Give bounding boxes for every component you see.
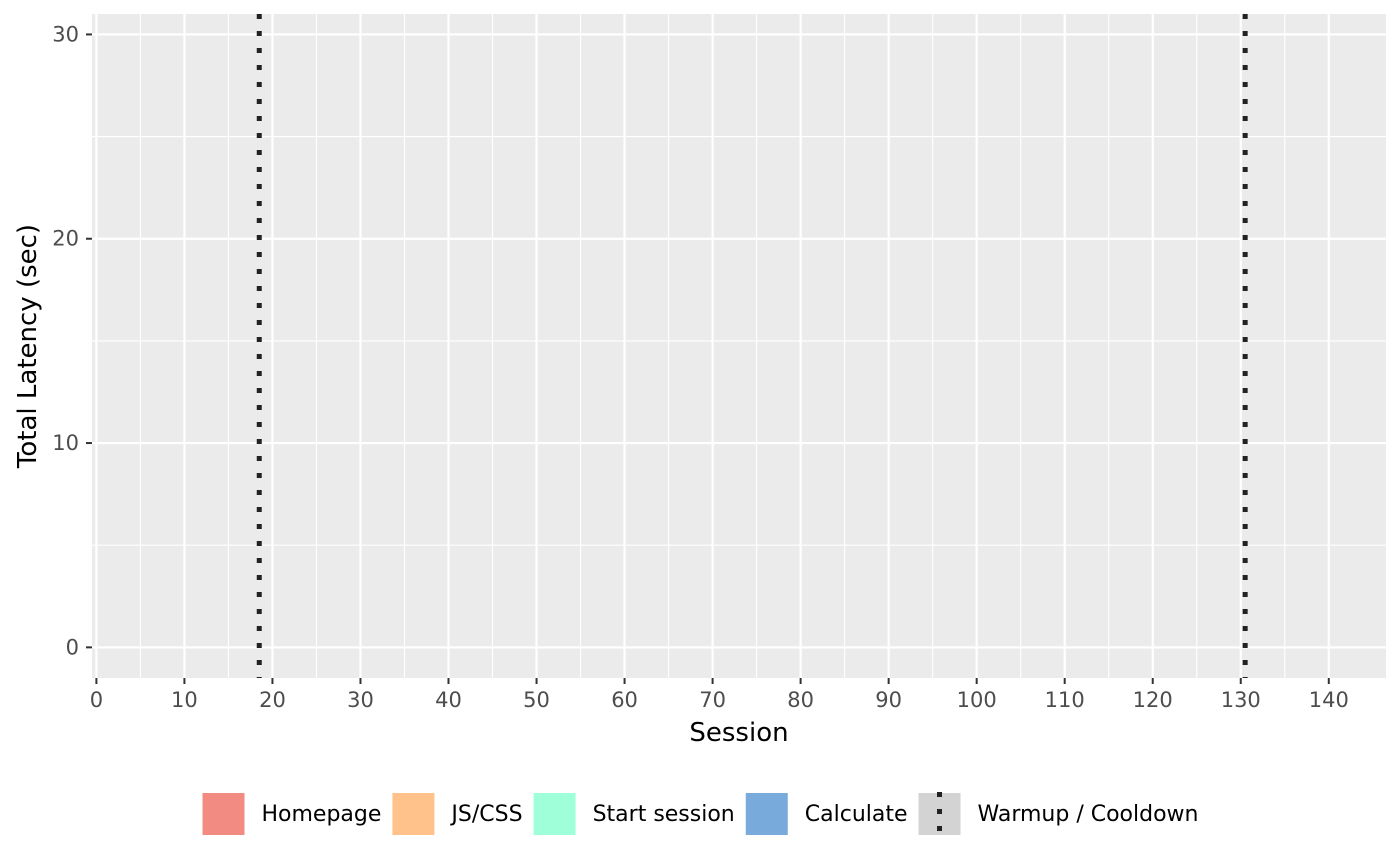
x-axis-title: Session [689,718,788,748]
legend-key [390,791,437,837]
x-tick-label: 130 [1221,688,1261,712]
legend-key [531,791,578,837]
legend-key [743,791,790,837]
x-tick-label: 90 [875,688,902,712]
y-tick-label: 0 [66,635,79,659]
x-axis: 0 10 20 30 40 50 60 70 80 90 100 110 120 130 140 [90,678,1349,712]
plot-panel [92,14,1386,678]
legend-label: Calculate [805,802,908,827]
legend-label: JS/CSS [449,802,522,827]
x-tick-label: 110 [1045,688,1085,712]
minor-gridlines [92,14,1386,678]
y-axis-title: Total Latency (sec) [13,224,43,469]
y-tick-label: 20 [52,227,79,251]
legend-label: Start session [593,802,735,827]
x-tick-label: 0 [90,688,103,712]
x-tick-label: 140 [1309,688,1349,712]
x-tick-label: 60 [611,688,638,712]
x-tick-label: 70 [699,688,726,712]
x-tick-label: 80 [787,688,814,712]
legend-key [200,791,247,837]
major-gridlines [92,14,1386,678]
x-tick-label: 40 [435,688,462,712]
x-tick-label: 20 [259,688,286,712]
x-tick-label: 10 [171,688,198,712]
y-tick-label: 30 [52,22,79,46]
legend-label: Homepage [262,802,382,827]
legend: Homepage JS/CSS Start session Calculate Warm… [200,791,1199,837]
x-tick-label: 100 [957,688,997,712]
y-tick-label: 10 [52,431,79,455]
x-tick-label: 120 [1133,688,1173,712]
x-tick-label: 50 [523,688,550,712]
y-axis: 0 10 20 30 [52,22,92,659]
legend-label: Warmup / Cooldown [978,802,1199,827]
x-tick-label: 30 [347,688,374,712]
